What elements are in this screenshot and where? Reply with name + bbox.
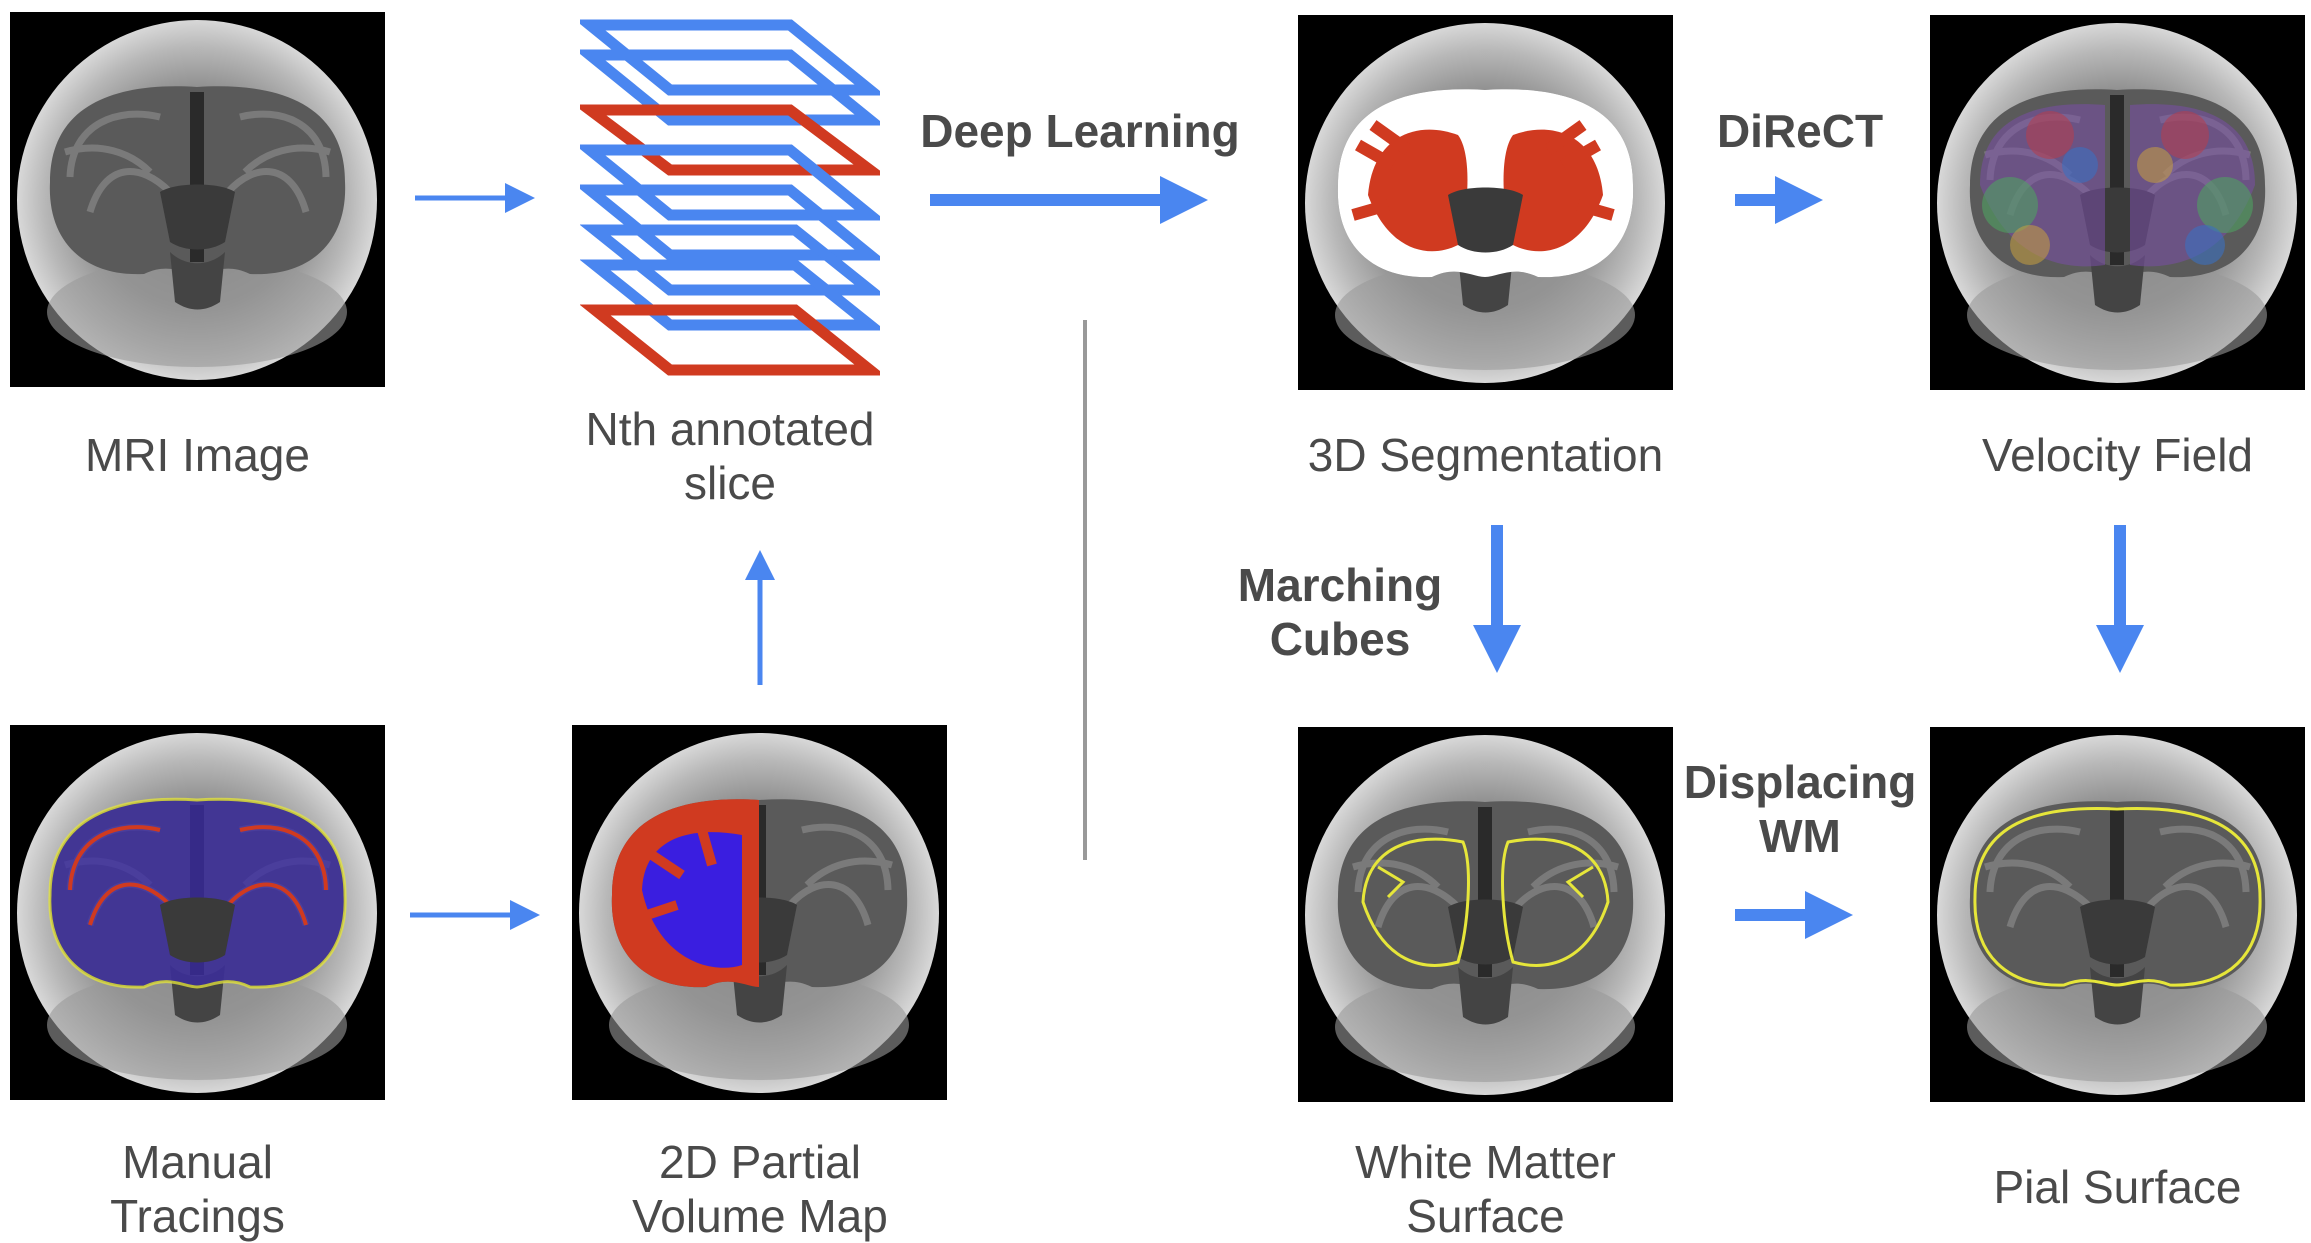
caption-white-matter-surface: White Matter Surface bbox=[1355, 1136, 1616, 1242]
label-displacing-wm: Displacing WM bbox=[1683, 756, 1917, 862]
slice-2 bbox=[574, 49, 886, 126]
caption-mri-image: MRI Image bbox=[85, 429, 310, 481]
partial-volume-map-scan bbox=[572, 725, 947, 1100]
caption-partial-volume-map: 2D Partial Volume Map bbox=[632, 1136, 888, 1242]
label-direct: DiReCT bbox=[1716, 105, 1884, 157]
caption-pial-surface: Pial Surface bbox=[1993, 1161, 2242, 1213]
caption-manual-tracings: Manual Tracings bbox=[110, 1136, 285, 1242]
caption-3d-segmentation: 3D Segmentation bbox=[1307, 429, 1664, 481]
slice-1 bbox=[574, 19, 886, 96]
caption-velocity-field: Velocity Field bbox=[1981, 429, 2253, 481]
slice-annotated-2 bbox=[579, 304, 886, 376]
label-deep-learning: Deep Learning bbox=[920, 105, 1240, 157]
manual-tracings-scan bbox=[10, 725, 385, 1100]
annotated-slices-stack bbox=[573, 15, 887, 385]
slice-stack-svg bbox=[573, 19, 887, 376]
caption-annotated-slice: Nth annotated slice bbox=[585, 403, 875, 509]
pial-surface-scan bbox=[1930, 727, 2305, 1102]
mri-image-scan bbox=[10, 12, 385, 387]
label-marching-cubes: Marching Cubes bbox=[1237, 559, 1443, 665]
segmentation-3d-scan bbox=[1298, 15, 1673, 390]
white-matter-surface-scan bbox=[1298, 727, 1673, 1102]
velocity-field-scan bbox=[1930, 15, 2305, 390]
